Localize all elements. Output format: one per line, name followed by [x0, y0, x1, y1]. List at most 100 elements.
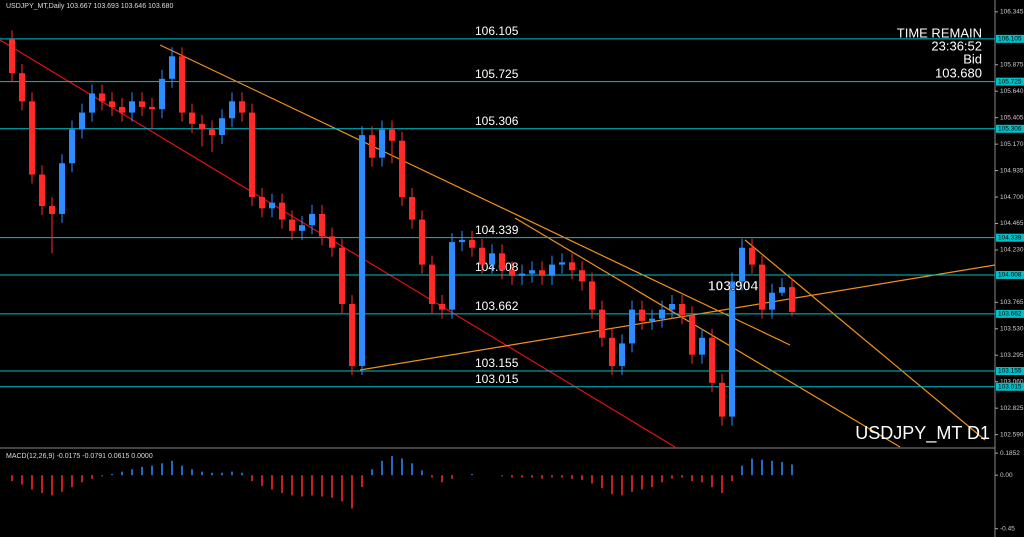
level-axis-bg: [996, 124, 1024, 133]
candle-body: [239, 101, 245, 113]
candle-body: [299, 225, 305, 231]
candle-body: [559, 262, 565, 265]
level-axis-bg: [996, 382, 1024, 391]
time-remain-label: TIME REMAIN: [897, 25, 982, 40]
y-tick-label: 105.405: [1000, 114, 1024, 121]
level-label: 105.306: [475, 114, 519, 128]
y-tick-label: 105.170: [1000, 141, 1024, 148]
candle-body: [749, 247, 755, 265]
macd-label: MACD(12,26,9) -0.0175 -0.0791 0.0615 0.0…: [6, 453, 153, 460]
y-tick-label: 102.590: [1000, 431, 1024, 438]
candle-body: [229, 101, 235, 119]
trend-line: [359, 264, 996, 371]
candle-body: [169, 56, 175, 79]
candle-body: [89, 93, 95, 113]
level-label: 103.662: [475, 299, 519, 313]
candle-body: [189, 112, 195, 124]
y-tick-label: 104.700: [1000, 194, 1024, 201]
candle-body: [69, 129, 75, 164]
trend-line: [514, 217, 901, 448]
candle-body: [279, 202, 285, 220]
candle-body: [469, 239, 475, 248]
candle-body: [729, 281, 735, 417]
level-label: 105.725: [475, 67, 519, 81]
level-label: 106.105: [475, 24, 519, 38]
candle-body: [479, 247, 485, 265]
candle-body: [509, 270, 515, 276]
macd-y-tick-label: 0.1852: [1000, 450, 1020, 457]
level-label: 103.155: [475, 356, 519, 370]
candle-body: [259, 197, 265, 209]
candle-body: [619, 343, 625, 366]
bid-label: Bid: [963, 51, 982, 66]
y-tick-label: 104.465: [1000, 220, 1024, 227]
macd-y-tick-label: -0.45: [1000, 525, 1015, 532]
candle-body: [29, 101, 35, 175]
macd-y-tick-label: 0.00: [1000, 472, 1013, 479]
candle-body: [339, 247, 345, 305]
y-tick-label: 103.765: [1000, 299, 1024, 306]
candle-body: [649, 318, 655, 321]
candle-body: [379, 129, 385, 158]
candle-body: [609, 337, 615, 366]
candle-body: [289, 219, 295, 231]
candle-body: [59, 163, 65, 214]
time-remain: 23:36:52: [931, 38, 982, 53]
level-axis-label: 105.725: [998, 78, 1022, 85]
level-axis-label: 105.306: [998, 126, 1022, 133]
level-axis-bg: [996, 233, 1024, 242]
candle-body: [389, 129, 395, 141]
candle-body: [689, 315, 695, 355]
level-axis-label: 106.105: [998, 36, 1022, 43]
candle-body: [549, 264, 555, 276]
trend-line: [744, 239, 986, 441]
level-axis-bg: [996, 366, 1024, 375]
candle-body: [629, 309, 635, 344]
candle-body: [39, 174, 45, 207]
candle-body: [329, 236, 335, 248]
candle-body: [49, 206, 55, 214]
candle-body: [149, 106, 155, 110]
candle-body: [589, 281, 595, 310]
y-tick-label: 104.935: [1000, 167, 1024, 174]
candle-body: [699, 337, 705, 355]
level-axis-label: 103.662: [998, 311, 1022, 318]
candle-body: [359, 135, 365, 366]
candle-body: [539, 270, 545, 276]
level-label: 103.015: [475, 372, 519, 386]
candle-body: [119, 106, 125, 113]
candle-body: [419, 219, 425, 265]
level-axis-label: 103.155: [998, 368, 1022, 375]
candle-body: [669, 304, 675, 310]
candle-body: [109, 101, 115, 107]
candle-body: [679, 304, 685, 316]
trend-line: [159, 44, 791, 346]
candle-body: [789, 287, 795, 312]
candle-body: [779, 287, 785, 293]
candle-body: [409, 197, 415, 220]
level-axis-label: 104.339: [998, 234, 1022, 241]
candle-body: [319, 213, 325, 237]
level-axis-bg: [996, 77, 1024, 86]
level-label: 104.339: [475, 223, 519, 237]
candle-body: [199, 123, 205, 130]
candle-body: [269, 202, 275, 209]
candle-body: [639, 309, 645, 321]
candle-body: [769, 292, 775, 310]
candle-body: [369, 135, 375, 158]
symbol-label: USDJPY_MT D1: [855, 423, 990, 444]
candle-body: [219, 118, 225, 136]
y-tick-label: 104.230: [1000, 247, 1024, 254]
candle-body: [309, 213, 315, 226]
y-tick-label: 105.875: [1000, 61, 1024, 68]
candle-body: [179, 56, 185, 113]
candle-body: [139, 101, 145, 107]
candle-body: [719, 382, 725, 417]
candle-body: [759, 264, 765, 310]
candle-body: [449, 242, 455, 310]
candle-body: [519, 273, 525, 276]
y-tick-label: 103.060: [1000, 378, 1024, 385]
y-tick-label: 106.345: [1000, 9, 1024, 16]
